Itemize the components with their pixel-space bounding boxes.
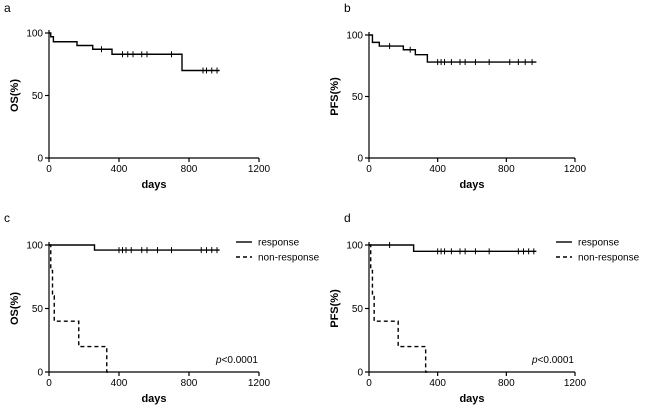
panel-b: b 0 50 100 0 400 800 1200 days PFS(%) xyxy=(329,1,587,191)
p-value: <0.0001 xyxy=(222,355,259,366)
y-axis-label: PFS(%) xyxy=(329,77,341,116)
x-tick-label: 400 xyxy=(111,164,128,175)
p-symbol: p xyxy=(215,355,222,366)
series-line-curve xyxy=(369,34,537,63)
panel-c: c 0 50 100 0 400 800 1200 days OS(%) response non-r… xyxy=(4,211,320,405)
y-axis-label: OS(%) xyxy=(9,79,21,112)
y-tick-label: 0 xyxy=(37,154,43,165)
x-tick-label: 1200 xyxy=(564,164,587,175)
x-tick-label: 800 xyxy=(181,164,198,175)
panel-letter: a xyxy=(4,1,11,15)
x-tick-label: 1200 xyxy=(564,378,587,389)
panel-letter: c xyxy=(4,211,10,225)
legend-entry: non-response xyxy=(258,253,320,264)
y-tick-label: 50 xyxy=(32,304,44,315)
series-line-response xyxy=(369,244,537,253)
x-tick-label: 0 xyxy=(366,378,372,389)
y-tick-label: 100 xyxy=(26,29,43,40)
y-tick-label: 50 xyxy=(32,91,44,102)
y-tick-label: 100 xyxy=(346,241,363,252)
x-tick-label: 0 xyxy=(46,378,52,389)
x-axis-label: days xyxy=(459,393,484,405)
panel-d: d 0 50 100 0 400 800 1200 days PFS(%) response non-… xyxy=(329,211,640,405)
y-tick-label: 50 xyxy=(352,92,364,103)
panel-letter: b xyxy=(344,1,351,15)
y-tick-label: 100 xyxy=(26,241,43,252)
series-line-non-response xyxy=(49,244,109,373)
legend-entry: response xyxy=(258,238,300,249)
p-value-annotation: p<0.0001 xyxy=(215,355,258,366)
series-line-response xyxy=(49,244,220,251)
x-tick-label: 0 xyxy=(366,164,372,175)
p-value: <0.0001 xyxy=(538,355,575,366)
x-tick-label: 800 xyxy=(498,378,515,389)
legend-entry: response xyxy=(578,238,620,249)
y-tick-label: 50 xyxy=(352,304,364,315)
series-line-curve xyxy=(49,32,220,72)
y-tick-label: 0 xyxy=(357,154,363,165)
x-tick-label: 0 xyxy=(46,164,52,175)
x-tick-label: 400 xyxy=(111,378,128,389)
y-tick-label: 100 xyxy=(346,31,363,42)
x-tick-label: 400 xyxy=(429,164,446,175)
legend-entry: non-response xyxy=(578,253,640,264)
series-line-non-response xyxy=(369,244,428,373)
x-tick-label: 1200 xyxy=(248,378,271,389)
y-axis-label: PFS(%) xyxy=(329,289,341,328)
x-axis-label: days xyxy=(141,393,166,405)
x-tick-label: 800 xyxy=(181,378,198,389)
x-tick-label: 1200 xyxy=(248,164,271,175)
x-axis-label: days xyxy=(141,179,166,191)
x-axis-label: days xyxy=(459,179,484,191)
x-tick-label: 400 xyxy=(429,378,446,389)
p-value-annotation: p<0.0001 xyxy=(531,355,574,366)
y-tick-label: 0 xyxy=(37,368,43,379)
y-tick-label: 0 xyxy=(357,368,363,379)
y-axis-label: OS(%) xyxy=(9,292,21,325)
p-symbol: p xyxy=(531,355,538,366)
x-tick-label: 800 xyxy=(498,164,515,175)
panel-a: a 0 50 100 0 400 800 1200 days OS(%) xyxy=(4,1,271,191)
panel-letter: d xyxy=(344,211,351,225)
